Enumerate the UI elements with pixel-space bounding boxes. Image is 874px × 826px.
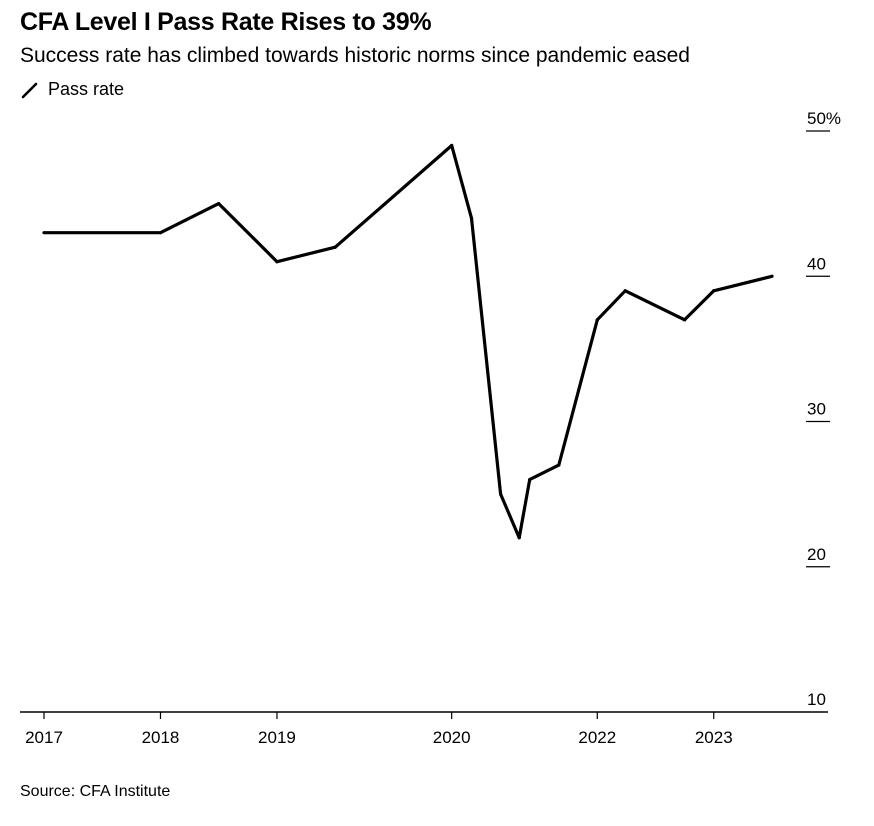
pass-rate-line bbox=[44, 143, 773, 540]
data-point bbox=[557, 463, 561, 467]
data-point bbox=[528, 478, 532, 482]
x-tick-label: 2023 bbox=[695, 728, 733, 747]
x-tick-label: 2018 bbox=[142, 728, 180, 747]
source-note: Source: CFA Institute bbox=[20, 783, 171, 800]
data-point bbox=[770, 274, 774, 278]
y-tick-label: 50% bbox=[807, 109, 841, 128]
data-point bbox=[333, 245, 337, 249]
legend-label: Pass rate bbox=[48, 79, 125, 99]
data-point bbox=[499, 492, 503, 496]
series-group bbox=[42, 143, 774, 540]
data-point bbox=[683, 318, 687, 322]
y-tick-label: 10 bbox=[807, 690, 826, 709]
x-tick-label: 2017 bbox=[25, 728, 63, 747]
data-point bbox=[158, 231, 163, 235]
data-point bbox=[217, 202, 221, 206]
y-tick-label: 30 bbox=[807, 400, 826, 419]
data-point bbox=[623, 289, 627, 293]
chart-subtitle: Success rate has climbed towards histori… bbox=[20, 44, 690, 67]
legend-line-icon bbox=[21, 82, 38, 98]
legend: Pass rate bbox=[20, 79, 124, 100]
data-point bbox=[517, 536, 521, 540]
chart-title: CFA Level I Pass Rate Rises to 39% bbox=[20, 8, 432, 36]
data-point bbox=[450, 143, 454, 148]
y-axis: 10 20 30 40 50% bbox=[806, 109, 841, 709]
data-point bbox=[469, 216, 474, 220]
y-tick-label: 40 bbox=[807, 254, 826, 273]
x-tick-label: 2019 bbox=[258, 728, 296, 747]
data-point bbox=[595, 318, 599, 322]
data-point bbox=[42, 231, 46, 235]
x-tick-label: 2022 bbox=[578, 728, 616, 747]
y-tick-label: 20 bbox=[807, 545, 826, 564]
x-tick-label: 2020 bbox=[433, 728, 471, 747]
x-axis: 2017 2018 2019 2020 2022 2023 bbox=[20, 711, 828, 747]
data-point bbox=[712, 289, 716, 293]
data-point bbox=[275, 260, 279, 264]
